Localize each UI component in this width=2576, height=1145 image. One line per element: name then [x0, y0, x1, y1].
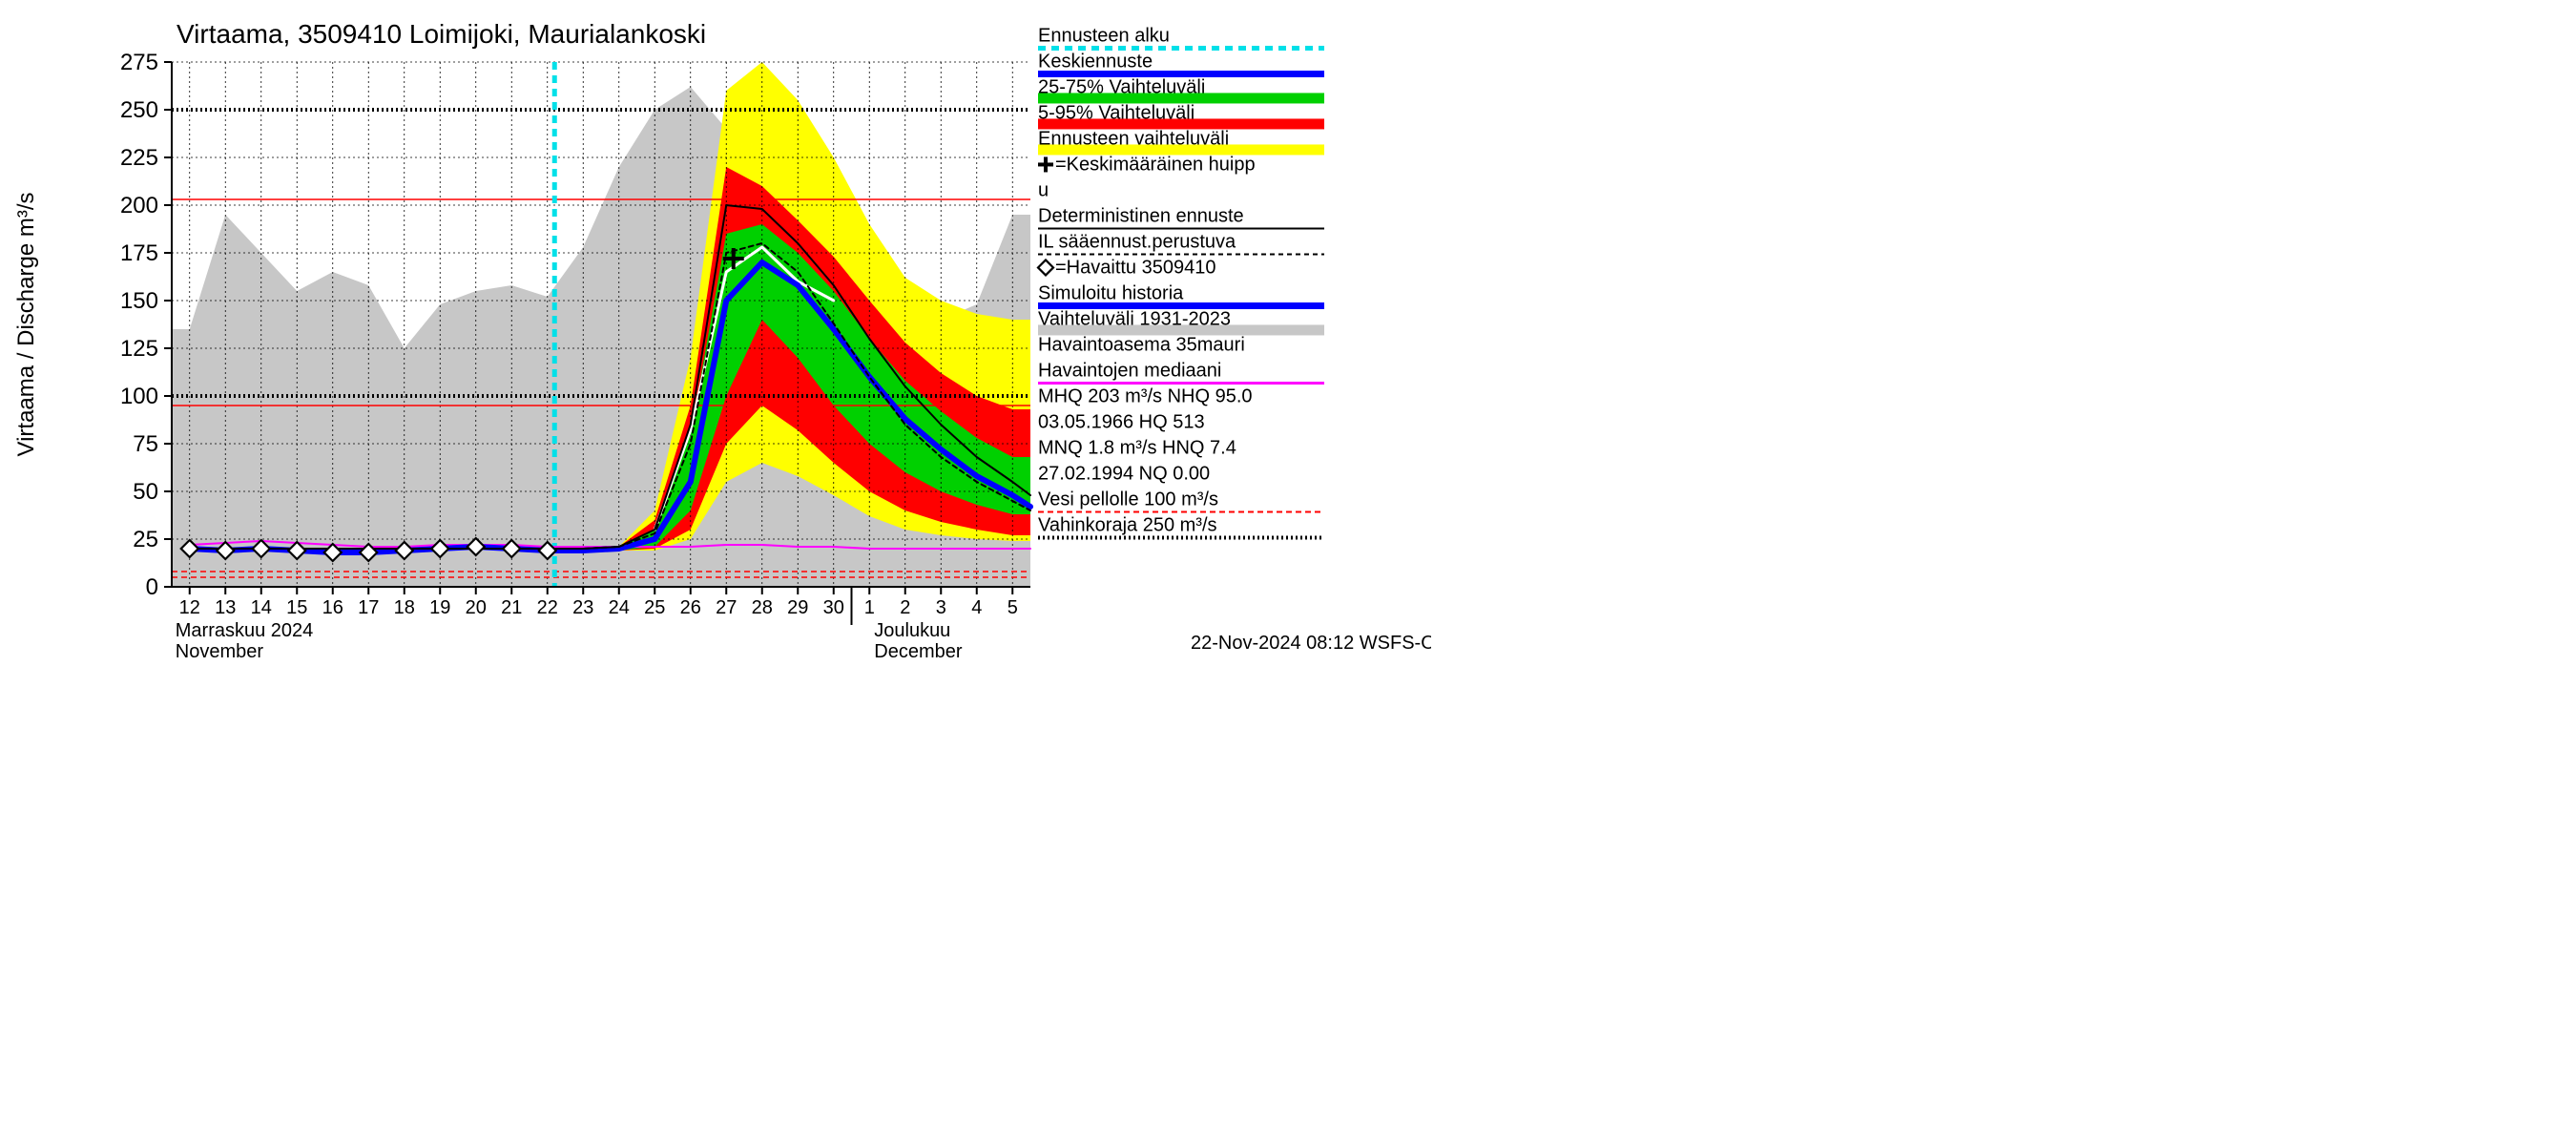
y-tick-label: 150 — [120, 288, 158, 314]
legend-label: 5-95% Vaihteluväli — [1038, 102, 1195, 123]
legend-label: =Havaittu 3509410 — [1055, 257, 1215, 278]
month-label-en: November — [176, 641, 264, 662]
x-tick-label: 1 — [864, 597, 875, 618]
month-label-fi: Joulukuu — [874, 620, 950, 641]
legend-label: IL sääennust.perustuva — [1038, 231, 1236, 252]
x-tick-label: 17 — [358, 597, 379, 618]
y-tick-label: 275 — [120, 50, 158, 75]
x-tick-label: 5 — [1008, 597, 1018, 618]
legend-label: Vahinkoraja 250 m³/s — [1038, 514, 1217, 535]
x-tick-label: 15 — [286, 597, 307, 618]
x-tick-label: 20 — [466, 597, 487, 618]
y-tick-label: 250 — [120, 97, 158, 123]
legend-label: 03.05.1966 HQ 513 — [1038, 411, 1205, 432]
x-tick-label: 22 — [537, 597, 558, 618]
x-tick-label: 3 — [936, 597, 946, 618]
x-tick-label: 26 — [680, 597, 701, 618]
y-tick-label: 25 — [133, 527, 158, 552]
x-tick-label: 4 — [971, 597, 982, 618]
y-tick-label: 200 — [120, 193, 158, 219]
x-tick-label: 30 — [823, 597, 844, 618]
chart-title: Virtaama, 3509410 Loimijoki, Maurialanko… — [177, 19, 706, 49]
x-tick-label: 13 — [215, 597, 236, 618]
x-tick-label: 14 — [251, 597, 272, 618]
x-tick-label: 21 — [501, 597, 522, 618]
legend-label: Simuloitu historia — [1038, 282, 1184, 303]
legend-label: u — [1038, 179, 1049, 200]
legend-label: Vaihteluväli 1931-2023 — [1038, 308, 1231, 329]
month-label-fi: Marraskuu 2024 — [176, 620, 314, 641]
legend-label: Havaintojen mediaani — [1038, 360, 1221, 381]
x-tick-label: 18 — [394, 597, 415, 618]
y-tick-label: 175 — [120, 240, 158, 266]
y-tick-label: 225 — [120, 145, 158, 171]
legend-label: MNQ 1.8 m³/s HNQ 7.4 — [1038, 437, 1236, 458]
x-tick-label: 16 — [322, 597, 343, 618]
x-tick-label: 2 — [900, 597, 910, 618]
legend-label: Deterministinen ennuste — [1038, 205, 1244, 226]
y-tick-label: 0 — [146, 574, 158, 600]
legend-label: Ennusteen alku — [1038, 25, 1170, 46]
x-tick-label: 24 — [609, 597, 630, 618]
legend-label: Havaintoasema 35mauri — [1038, 334, 1245, 355]
y-tick-label: 50 — [133, 479, 158, 505]
y-axis-label: Virtaama / Discharge m³/s — [13, 193, 39, 457]
discharge-forecast-chart: 0255075100125150175200225250275121314151… — [0, 0, 1431, 668]
x-tick-label: 23 — [572, 597, 593, 618]
x-tick-label: 27 — [716, 597, 737, 618]
legend-label: MHQ 203 m³/s NHQ 95.0 — [1038, 385, 1253, 406]
x-tick-label: 25 — [644, 597, 665, 618]
x-tick-label: 28 — [752, 597, 773, 618]
x-tick-label: 19 — [429, 597, 450, 618]
legend-label: Keskiennuste — [1038, 51, 1153, 72]
y-tick-label: 100 — [120, 384, 158, 409]
month-label-en: December — [874, 641, 963, 662]
legend-swatch — [1038, 260, 1053, 275]
legend-label: Ennusteen vaihteluväli — [1038, 128, 1229, 149]
y-tick-label: 75 — [133, 431, 158, 457]
legend-label: =Keskimääräinen huipp — [1055, 154, 1256, 175]
legend-label: 25-75% Vaihteluväli — [1038, 76, 1205, 97]
x-tick-label: 29 — [787, 597, 808, 618]
y-tick-label: 125 — [120, 336, 158, 362]
footer-timestamp: 22-Nov-2024 08:12 WSFS-O — [1191, 633, 1431, 654]
legend-label: 27.02.1994 NQ 0.00 — [1038, 463, 1210, 484]
x-tick-label: 12 — [179, 597, 200, 618]
legend-label: Vesi pellolle 100 m³/s — [1038, 489, 1218, 510]
